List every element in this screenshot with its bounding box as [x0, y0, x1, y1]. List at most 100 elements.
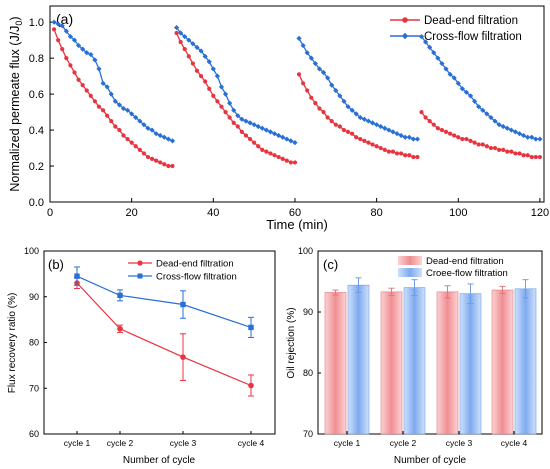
- data-point-cross-flow: [394, 131, 400, 137]
- panel-c-series: [324, 277, 537, 435]
- data-point-cross-flow: [378, 123, 384, 130]
- data-point-cross-flow: [418, 33, 425, 40]
- y-tick-label: 80: [29, 338, 39, 348]
- data-point-dead-end: [468, 138, 473, 143]
- data-point-cross-flow: [512, 129, 519, 135]
- panel-c-label: (c): [323, 257, 338, 272]
- data-point-cross-flow: [406, 134, 412, 140]
- data-point-cross-flow: [67, 33, 74, 40]
- legend-label-cross-flow: Cross-flow filtration: [424, 31, 522, 43]
- data-point-dead-end: [407, 153, 412, 158]
- data-point-dead-end: [366, 140, 371, 145]
- data-point-cross-flow: [382, 125, 388, 131]
- data-point-cross-flow: [259, 125, 265, 131]
- data-point-dead-end: [280, 156, 285, 161]
- data-point-dead-end: [64, 56, 69, 61]
- panel-a-series: [51, 19, 543, 169]
- panel-b-ylabel: Flux recovery ratio (%): [7, 293, 18, 394]
- data-point-cross-flow: [337, 93, 343, 99]
- data-point-dead-end: [399, 151, 404, 156]
- data-point-dead-end: [358, 136, 363, 142]
- data-point-dead-end: [272, 153, 277, 158]
- data-point-dead-end: [223, 109, 228, 115]
- data-point-dead-end: [378, 145, 383, 151]
- data-point-dead-end: [317, 106, 322, 111]
- data-point-cross-flow: [239, 116, 245, 122]
- data-point-dead-end: [186, 54, 191, 59]
- data-point-cross-flow: [180, 301, 186, 308]
- data-point-cross-flow: [423, 39, 429, 45]
- data-point-cross-flow: [455, 80, 461, 86]
- legend-marker-dead-end: [402, 17, 408, 23]
- panel-a-legend: Dead-end filtration Cross-flow filtratio…: [390, 15, 522, 43]
- x-tick-label: cycle 1: [334, 438, 361, 448]
- y-tick-label: 0.8: [29, 53, 44, 65]
- data-point-cross-flow: [308, 55, 314, 61]
- x-tick-label: 100: [449, 207, 467, 219]
- x-tick-label: cycle 3: [446, 438, 473, 448]
- data-point-cross-flow: [316, 66, 323, 72]
- data-point-cross-flow: [304, 50, 310, 56]
- data-point-cross-flow: [271, 131, 278, 137]
- data-point-cross-flow: [463, 89, 470, 95]
- data-point-dead-end: [513, 151, 518, 156]
- data-point-cross-flow: [369, 120, 376, 126]
- data-point-cross-flow: [161, 134, 167, 140]
- panel-a-ylabel: Normalized permeate flux (J/J0): [8, 16, 24, 191]
- data-point-cross-flow: [357, 114, 363, 121]
- data-point-cross-flow: [137, 118, 143, 124]
- series-line-dead-end: [176, 32, 295, 164]
- data-point-dead-end: [133, 144, 138, 149]
- bar-dead-end: [491, 289, 514, 435]
- data-point-dead-end: [321, 109, 326, 115]
- data-point-dead-end: [386, 149, 391, 154]
- y-tick-label: 0.6: [29, 89, 44, 101]
- legend-label-cross-flow: Croee-flow filtration: [426, 268, 508, 279]
- data-point-dead-end: [178, 39, 183, 45]
- data-point-dead-end: [113, 124, 118, 129]
- data-point-dead-end: [390, 149, 396, 154]
- data-point-dead-end: [447, 131, 453, 136]
- y-tick-label: 0.4: [29, 125, 44, 137]
- panel-a-chart: (a) 0 20 40 60 80 100 120 0.0 0.2 0.4 0.6 0.8 1.0 Ti…: [8, 5, 549, 232]
- data-point-dead-end: [427, 118, 432, 124]
- data-point-dead-end: [215, 99, 220, 104]
- panel-a-frame: [49, 5, 545, 203]
- data-point-dead-end: [476, 142, 481, 147]
- y-tick-label: 90: [303, 307, 313, 317]
- data-point-cross-flow: [214, 73, 220, 79]
- data-point-dead-end: [141, 151, 147, 156]
- data-point-dead-end: [333, 122, 338, 127]
- data-point-dead-end: [537, 154, 543, 160]
- data-point-dead-end: [325, 115, 330, 120]
- bar-dead-end: [380, 291, 403, 435]
- panel-a-label: (a): [56, 11, 73, 27]
- data-point-cross-flow: [484, 111, 490, 117]
- data-point-cross-flow: [300, 42, 306, 49]
- data-point-dead-end: [309, 95, 314, 100]
- data-point-cross-flow: [255, 123, 261, 130]
- x-tick-label: cycle 3: [170, 438, 197, 448]
- data-point-cross-flow: [202, 53, 208, 59]
- data-point-dead-end: [362, 138, 367, 143]
- data-point-dead-end: [170, 163, 175, 169]
- data-point-cross-flow: [145, 125, 151, 131]
- panel-c-chart: (c) cycle 1 cycle 2 cycle 3 cycle 4 70 80 90 10…: [286, 246, 543, 466]
- data-point-cross-flow: [284, 136, 290, 142]
- data-point-cross-flow: [165, 136, 171, 142]
- data-point-cross-flow: [276, 132, 282, 139]
- data-point-cross-flow: [365, 118, 372, 124]
- data-point-dead-end: [117, 127, 122, 133]
- data-point-dead-end: [243, 133, 249, 138]
- data-point-dead-end: [292, 160, 298, 165]
- x-tick-label: cycle 4: [501, 438, 528, 448]
- data-point-cross-flow: [533, 136, 539, 142]
- data-point-dead-end: [337, 124, 342, 129]
- data-point-dead-end: [137, 147, 142, 152]
- data-point-cross-flow: [529, 134, 535, 140]
- data-point-dead-end: [345, 129, 351, 134]
- data-point-dead-end: [68, 63, 73, 68]
- data-point-dead-end: [394, 151, 400, 156]
- panel-c-frame: [317, 250, 543, 435]
- data-point-cross-flow: [104, 84, 110, 90]
